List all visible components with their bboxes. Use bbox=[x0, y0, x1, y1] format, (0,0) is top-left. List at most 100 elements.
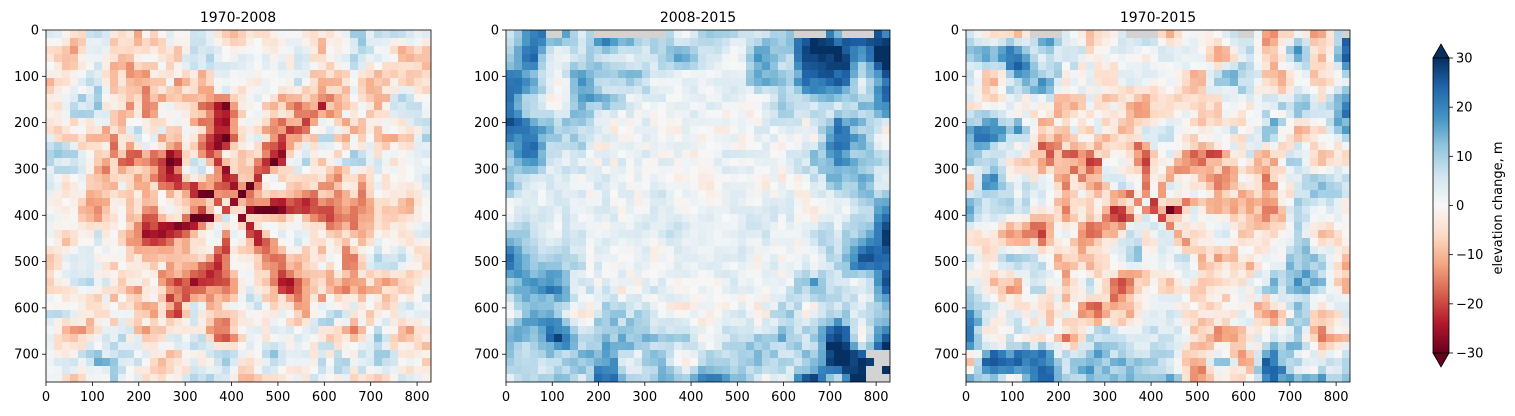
heatmap-cell bbox=[778, 326, 787, 335]
heatmap-cell bbox=[530, 214, 539, 223]
heatmap-cell bbox=[78, 294, 87, 303]
heatmap-cell bbox=[262, 38, 271, 47]
heatmap-cell bbox=[570, 38, 579, 47]
heatmap-cell bbox=[150, 294, 159, 303]
heatmap-cell bbox=[54, 270, 63, 279]
heatmap-cell bbox=[430, 158, 431, 167]
heatmap-cell bbox=[1318, 54, 1327, 63]
heatmap-cell bbox=[334, 302, 343, 311]
heatmap-cell bbox=[54, 30, 63, 39]
heatmap-cell bbox=[522, 334, 531, 343]
heatmap-cell bbox=[966, 86, 975, 95]
heatmap-cell bbox=[118, 118, 127, 127]
heatmap-cell bbox=[342, 214, 351, 223]
heatmap-cell bbox=[302, 46, 311, 55]
heatmap-cell bbox=[1086, 110, 1095, 119]
heatmap-cell bbox=[586, 206, 595, 215]
heatmap-cell bbox=[594, 94, 603, 103]
heatmap-cell bbox=[278, 230, 287, 239]
heatmap-cell bbox=[698, 206, 707, 215]
heatmap-cell bbox=[350, 142, 359, 151]
heatmap-cell bbox=[174, 134, 183, 143]
heatmap-cell bbox=[54, 206, 63, 215]
heatmap-cell bbox=[1182, 102, 1191, 111]
heatmap-cell bbox=[246, 166, 255, 175]
heatmap-cell bbox=[142, 86, 151, 95]
heatmap-cell bbox=[650, 262, 659, 271]
heatmap-cell bbox=[554, 358, 563, 367]
heatmap-cell bbox=[422, 222, 431, 231]
heatmap-cell bbox=[1326, 38, 1335, 47]
heatmap-cell bbox=[594, 54, 603, 63]
heatmap-cell bbox=[682, 182, 691, 191]
heatmap-cell bbox=[1118, 78, 1127, 87]
heatmap-cell bbox=[690, 158, 699, 167]
heatmap-cell bbox=[738, 30, 747, 39]
heatmap-cell bbox=[126, 62, 135, 71]
heatmap-cell bbox=[522, 230, 531, 239]
heatmap-cell bbox=[770, 62, 779, 71]
heatmap-cell bbox=[1166, 86, 1175, 95]
heatmap-cell bbox=[302, 86, 311, 95]
heatmap-cell bbox=[538, 150, 547, 159]
heatmap-cell bbox=[506, 198, 515, 207]
heatmap-cell bbox=[642, 118, 651, 127]
heatmap-cell bbox=[254, 150, 263, 159]
heatmap-cell bbox=[302, 126, 311, 135]
heatmap-cell bbox=[366, 150, 375, 159]
heatmap-cell bbox=[634, 278, 643, 287]
heatmap-cell bbox=[802, 30, 811, 39]
heatmap-cell bbox=[858, 262, 867, 271]
heatmap-cell bbox=[334, 126, 343, 135]
heatmap-cell bbox=[618, 174, 627, 183]
heatmap-cell bbox=[802, 334, 811, 343]
heatmap-cell bbox=[182, 326, 191, 335]
heatmap-cell bbox=[326, 246, 335, 255]
heatmap-cell bbox=[842, 62, 851, 71]
heatmap-cell bbox=[778, 278, 787, 287]
heatmap-cell bbox=[222, 214, 231, 223]
heatmap-cell bbox=[554, 366, 563, 375]
heatmap-cell bbox=[1198, 62, 1207, 71]
heatmap-cell bbox=[722, 142, 731, 151]
heatmap-cell bbox=[1142, 78, 1151, 87]
heatmap-cell bbox=[358, 278, 367, 287]
heatmap-cell bbox=[650, 230, 659, 239]
heatmap-cell bbox=[1038, 110, 1047, 119]
heatmap-cell bbox=[982, 30, 991, 39]
heatmap-cell bbox=[166, 198, 175, 207]
heatmap-cell bbox=[1294, 30, 1303, 39]
heatmap-cell bbox=[262, 246, 271, 255]
heatmap-cell bbox=[198, 70, 207, 79]
heatmap-cell bbox=[998, 118, 1007, 127]
heatmap-cell bbox=[278, 350, 287, 359]
heatmap-cell bbox=[254, 342, 263, 351]
heatmap-cell bbox=[602, 46, 611, 55]
heatmap-cell bbox=[586, 366, 595, 375]
heatmap-cell bbox=[506, 174, 515, 183]
heatmap-cell bbox=[594, 110, 603, 119]
heatmap-cell bbox=[578, 158, 587, 167]
heatmap-cell bbox=[570, 374, 579, 382]
heatmap-cell bbox=[658, 222, 667, 231]
heatmap-cell bbox=[278, 334, 287, 343]
heatmap-cell bbox=[214, 302, 223, 311]
heatmap-cell bbox=[206, 302, 215, 311]
heatmap-cell bbox=[126, 158, 135, 167]
heatmap-cell bbox=[794, 134, 803, 143]
heatmap-cell bbox=[390, 174, 399, 183]
heatmap-cell bbox=[730, 182, 739, 191]
heatmap-cell bbox=[86, 334, 95, 343]
heatmap-cell bbox=[374, 222, 383, 231]
heatmap-cell bbox=[738, 54, 747, 63]
heatmap-cell bbox=[398, 118, 407, 127]
heatmap-cell bbox=[866, 374, 875, 382]
heatmap-cell bbox=[94, 118, 103, 127]
heatmap-cell bbox=[342, 254, 351, 263]
heatmap-cell bbox=[858, 158, 867, 167]
y-tick-label: 400 bbox=[474, 209, 499, 224]
x-tick-label: 200 bbox=[586, 390, 611, 405]
heatmap-cell bbox=[578, 230, 587, 239]
heatmap-cell bbox=[246, 150, 255, 159]
heatmap-cell bbox=[698, 158, 707, 167]
